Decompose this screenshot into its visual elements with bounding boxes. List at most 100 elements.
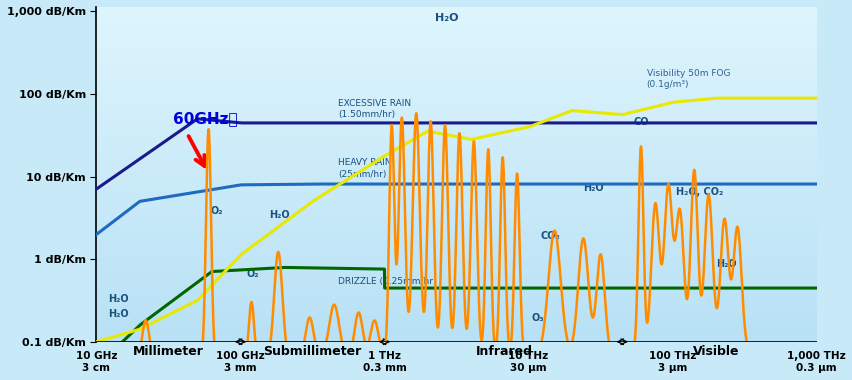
Bar: [96, 24, 815, 26]
Text: Visibility 50m FOG
(0.1g/m³): Visibility 50m FOG (0.1g/m³): [646, 69, 729, 89]
Bar: [96, 236, 815, 238]
Bar: [96, 195, 815, 196]
Bar: [96, 313, 815, 315]
Bar: [96, 158, 815, 160]
Bar: [96, 74, 815, 76]
Bar: [96, 112, 815, 114]
Bar: [96, 332, 815, 333]
Bar: [96, 71, 815, 73]
Bar: [96, 193, 815, 195]
Bar: [96, 99, 815, 101]
Bar: [96, 216, 815, 218]
Bar: [96, 171, 815, 173]
Bar: [96, 325, 815, 327]
Bar: [96, 161, 815, 163]
Bar: [96, 52, 815, 54]
Bar: [96, 226, 815, 228]
Text: H₂O: H₂O: [583, 184, 603, 193]
Bar: [96, 109, 815, 111]
Bar: [96, 98, 815, 99]
Bar: [96, 179, 815, 181]
Bar: [96, 89, 815, 91]
Bar: [96, 11, 815, 12]
Bar: [96, 340, 815, 342]
Text: O₂: O₂: [210, 206, 222, 216]
Bar: [96, 321, 815, 323]
Bar: [96, 151, 815, 153]
Bar: [96, 165, 815, 166]
Bar: [96, 39, 815, 41]
Bar: [96, 46, 815, 48]
Bar: [96, 298, 815, 300]
Bar: [96, 31, 815, 32]
Text: H₂O: H₂O: [108, 294, 129, 304]
Bar: [96, 233, 815, 235]
Bar: [96, 124, 815, 126]
Bar: [96, 61, 815, 62]
Bar: [96, 64, 815, 66]
Bar: [96, 208, 815, 210]
Bar: [96, 160, 815, 161]
Bar: [96, 79, 815, 81]
Bar: [96, 190, 815, 191]
Bar: [96, 256, 815, 258]
Bar: [96, 330, 815, 332]
Bar: [96, 178, 815, 179]
Bar: [96, 241, 815, 243]
Bar: [96, 104, 815, 106]
Bar: [96, 323, 815, 325]
Bar: [96, 218, 815, 220]
Bar: [96, 183, 815, 185]
Text: CO₂: CO₂: [539, 231, 559, 241]
Text: Visible: Visible: [692, 345, 738, 358]
Bar: [96, 333, 815, 335]
Bar: [96, 126, 815, 128]
Text: CO: CO: [633, 117, 648, 127]
Bar: [96, 338, 815, 340]
Bar: [96, 163, 815, 165]
Bar: [96, 156, 815, 158]
Bar: [96, 153, 815, 154]
Text: O₃: O₃: [531, 313, 544, 323]
Bar: [96, 282, 815, 283]
Bar: [96, 221, 815, 223]
Bar: [96, 101, 815, 103]
Bar: [96, 185, 815, 186]
Bar: [96, 280, 815, 282]
Bar: [96, 252, 815, 253]
Bar: [96, 59, 815, 61]
Bar: [96, 44, 815, 46]
Bar: [96, 131, 815, 133]
Bar: [96, 136, 815, 138]
Bar: [96, 128, 815, 129]
Bar: [96, 118, 815, 119]
Bar: [96, 41, 815, 43]
Bar: [96, 78, 815, 79]
Bar: [96, 81, 815, 82]
Text: O₂: O₂: [246, 269, 258, 279]
Bar: [96, 17, 815, 19]
Bar: [96, 119, 815, 121]
Bar: [96, 295, 815, 296]
Bar: [96, 141, 815, 143]
Bar: [96, 139, 815, 141]
Bar: [96, 91, 815, 93]
Bar: [96, 265, 815, 266]
Text: Millimeter: Millimeter: [133, 345, 204, 358]
Bar: [96, 138, 815, 139]
Bar: [96, 308, 815, 310]
Bar: [96, 248, 815, 250]
Bar: [96, 328, 815, 330]
Bar: [96, 32, 815, 34]
Bar: [96, 213, 815, 215]
Bar: [96, 235, 815, 236]
Bar: [96, 188, 815, 190]
Bar: [96, 302, 815, 303]
Bar: [96, 169, 815, 171]
Bar: [96, 307, 815, 308]
Bar: [96, 111, 815, 112]
Bar: [96, 106, 815, 108]
Bar: [96, 36, 815, 37]
Bar: [96, 54, 815, 56]
Bar: [96, 303, 815, 305]
